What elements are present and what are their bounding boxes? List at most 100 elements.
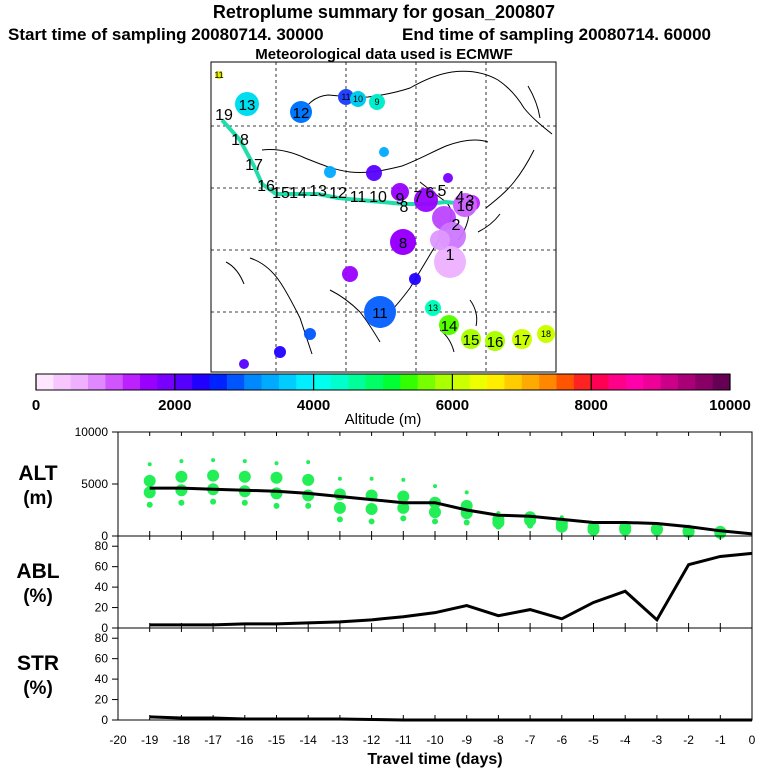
track-day-label: 12 [329,185,347,202]
str-series-line [149,715,752,722]
cluster-label: 11 [341,92,350,102]
plume-cluster-4 [338,89,354,105]
str-ytick-label: 0 [101,713,108,727]
plume-blob [274,346,286,358]
colorbar-swatch [70,374,89,390]
colorbar-swatch [573,374,592,390]
str-frame [117,627,753,721]
colorbar-swatch [209,374,228,390]
plume-marker [590,528,597,535]
colorbar-swatch [712,374,731,390]
x-axis: -20 -19 -18 -17 -16 -15 -14 -13 -12 -11 -10 -9 -8 -7-… [109,733,755,768]
alt-ylabel-unit: (m) [23,488,53,509]
str-ytick-label: 60 [95,652,109,666]
plume-marker [175,470,188,483]
map-grid [211,62,556,372]
xtick-label: -17 [204,733,222,747]
plume-blob [366,165,382,181]
plume-marker [241,499,248,506]
plume-marker [211,458,216,463]
colorbar-swatch [417,374,436,390]
colorbar-swatch [608,374,627,390]
track-day-label: 8 [400,199,409,216]
track-day-label: 17 [245,157,263,174]
cluster-label: 10 [353,94,363,104]
cluster-label: 17 [514,332,531,349]
plume-marker [270,471,283,484]
xtick-label: -1 [715,733,726,747]
abl-ytick-label: 80 [95,539,109,553]
plume-marker [337,476,342,481]
colorbar-swatch [521,374,540,390]
plume-cluster-5 [350,91,366,107]
colorbar-label: Altitude (m) [345,411,422,428]
plume-blob [342,266,358,282]
track-day-label: 9 [396,191,405,208]
plume-marker [653,527,660,534]
plume-blob [434,246,466,278]
plume-marker [147,462,152,467]
end-time-label: End time of sampling 20080714. 60000 [402,25,711,44]
colorbar-tick-label: 2000 [158,397,191,414]
plume-cluster-14 [512,329,532,349]
plume-blob [379,147,389,157]
colorbar-swatch [157,374,176,390]
alt-ytick-label: 5000 [81,477,108,491]
cluster-label: 13 [428,303,438,313]
colorbar-swatch [174,374,193,390]
xtick-label: -7 [525,733,536,747]
track-day-label: 14 [289,185,307,202]
plume-marker [401,477,406,482]
track-day-label: 16 [257,178,275,195]
plume-blob [409,273,421,285]
colorbar-swatch [695,374,714,390]
plume-cluster-9 [364,296,396,328]
plume-blob [443,173,453,183]
colorbar-swatch [504,374,523,390]
track-day-label: 15 [272,185,290,202]
colorbar-swatch [88,374,106,390]
cluster-label: 16 [487,334,504,351]
plume-marker [397,490,410,503]
colorbar-swatch [660,374,679,390]
xtick-label: 0 [749,733,756,747]
coast-japan [477,149,535,233]
xtick-label: -4 [620,733,631,747]
colorbar-swatch [105,374,124,390]
colorbar-swatch [226,374,245,390]
plume-cluster-10 [425,300,441,316]
alt-ylabel: ALT [18,462,57,485]
colorbar-swatch [435,374,453,390]
track-day-label: 19 [215,107,233,124]
abl-frame [117,535,753,629]
plume-marker [333,501,346,514]
coast-south [225,261,381,343]
colorbar-swatch [313,374,332,390]
colorbar-swatch [452,374,471,390]
cluster-label: 11 [214,70,223,80]
abl-ylabel-unit: (%) [23,586,53,607]
xtick-label: -11 [395,733,412,747]
plume-marker [397,501,410,514]
cluster-label: 18 [541,329,551,339]
plume-marker [273,502,280,509]
coast-kamchatka [527,85,541,119]
xtick-label: -6 [556,733,567,747]
alt-ytick-label: 0 [101,529,108,543]
plume-marker [274,461,279,466]
colorbar-swatch [192,374,210,390]
colorbar-swatch [487,374,505,390]
colorbar-swatch [278,374,297,390]
plume-blob [414,188,438,212]
plume-cluster-3 [290,101,312,123]
colorbar-swatch [677,374,696,390]
colorbar-swatch [383,374,401,390]
plume-marker [368,518,375,525]
xtick-label: -19 [141,733,159,747]
plume-cluster-15 [537,325,555,343]
plume-marker [432,518,438,525]
plume-cluster-8 [453,193,477,217]
plume-marker [179,459,184,464]
